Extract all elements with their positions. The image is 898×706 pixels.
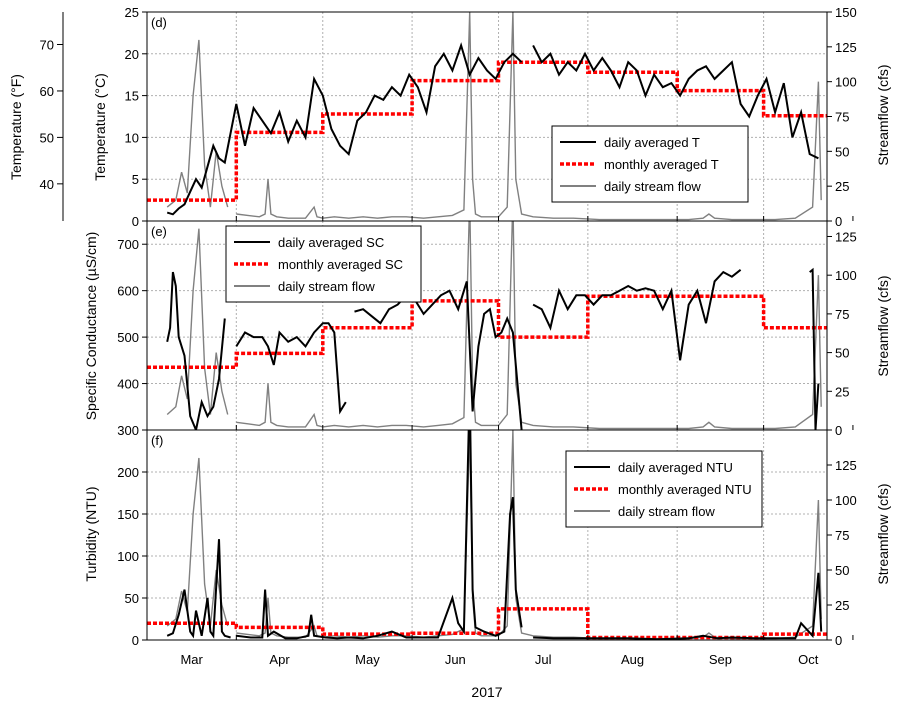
x-tick-label: Apr [269, 652, 290, 667]
series-streamflow-line [166, 221, 822, 430]
y-right-tick-label: 100 [835, 268, 857, 283]
y-tick-label: 600 [117, 284, 139, 299]
y-tick-label: 0 [132, 633, 139, 648]
y-right-tick-label: 25 [835, 598, 849, 613]
y-right-tick-label: 0 [835, 214, 842, 229]
fahrenheit-tick-label: 50 [40, 130, 54, 145]
series-streamflow-line [166, 12, 822, 221]
fahrenheit-tick-label: 40 [40, 177, 54, 192]
legend-label: daily averaged SC [278, 235, 384, 250]
y-tick-label: 400 [117, 377, 139, 392]
y-tick-label: 20 [125, 47, 139, 62]
y-tick-label: 500 [117, 330, 139, 345]
fahrenheit-tick-label: 70 [40, 38, 54, 53]
legend-label: daily stream flow [604, 179, 701, 194]
panel-label: (f) [151, 433, 163, 448]
x-tick-label: Jun [445, 652, 466, 667]
legend-label: monthly averaged SC [278, 257, 403, 272]
panel-label: (e) [151, 224, 167, 239]
y-right-tick-label: 75 [835, 528, 849, 543]
panel-d-ylabel-fahrenheit: Temperature (°F) [8, 74, 24, 180]
x-axis-labels: Mar Apr May Jun Jul Aug Sep Oct [180, 652, 818, 667]
series-daily-line [166, 42, 819, 216]
y-right-tick-label: 100 [835, 75, 857, 90]
y-tick-label: 10 [125, 130, 139, 145]
legend-label: daily averaged NTU [618, 460, 733, 475]
y-tick-label: 5 [132, 172, 139, 187]
panel-f-ylabel: Turbidity (NTU) [83, 486, 99, 581]
panel-f-ylabel-right: Streamflow (cfs) [875, 483, 891, 584]
y-right-tick-label: 75 [835, 110, 849, 125]
y-tick-label: 300 [117, 423, 139, 438]
panel-f: 0 50 100 150 200 0 25 50 75 100 125 (f) daily averag… [117, 429, 857, 648]
legend-label: daily stream flow [278, 279, 375, 294]
panel-d: 0 5 10 15 20 25 0 25 50 75 100 125 150 (d) daily avera… [40, 5, 857, 229]
y-right-tick-label: 0 [835, 633, 842, 648]
y-tick-label: 50 [125, 591, 139, 606]
x-tick-label: Jul [535, 652, 552, 667]
x-tick-label: Sep [709, 652, 732, 667]
y-tick-label: 15 [125, 89, 139, 104]
legend-label: monthly averaged NTU [618, 482, 752, 497]
panel-d-ylabel: Temperature (°C) [92, 73, 108, 181]
legend-label: daily averaged T [604, 135, 700, 150]
y-tick-label: 700 [117, 237, 139, 252]
y-tick-label: 0 [132, 214, 139, 229]
panel-e: 300 400 500 600 700 0 25 50 75 100 125 (e) daily ave… [117, 220, 857, 438]
y-axis-titles: Temperature (°C) Temperature (°F) Stream… [8, 64, 891, 700]
x-tick-label: Oct [798, 652, 819, 667]
legend-label: daily stream flow [618, 504, 715, 519]
y-tick-label: 25 [125, 5, 139, 20]
x-tick-label: Aug [621, 652, 644, 667]
panel-label: (d) [151, 15, 167, 30]
x-tick-label: Mar [180, 652, 203, 667]
y-tick-label: 150 [117, 507, 139, 522]
fahrenheit-tick-label: 60 [40, 84, 54, 99]
series-daily-line [166, 430, 823, 640]
x-axis-title: 2017 [471, 684, 502, 700]
y-right-tick-label: 25 [835, 179, 849, 194]
series-monthly-line [147, 294, 827, 370]
y-right-tick-label: 0 [835, 423, 842, 438]
legend-label: monthly averaged T [604, 157, 719, 172]
y-right-tick-label: 150 [835, 5, 857, 20]
series-daily-line [166, 267, 820, 430]
y-right-tick-label: 125 [835, 458, 857, 473]
y-right-tick-label: 50 [835, 144, 849, 159]
panel-d-ylabel-right: Streamflow (cfs) [875, 64, 891, 165]
y-tick-label: 200 [117, 465, 139, 480]
y-right-tick-label: 50 [835, 563, 849, 578]
panel-e-ylabel-right: Streamflow (cfs) [875, 275, 891, 376]
x-tick-label: May [355, 652, 380, 667]
y-right-tick-label: 125 [835, 40, 857, 55]
panel-e-ylabel: Specific Conductance (µS/cm) [83, 232, 99, 421]
y-right-tick-label: 25 [835, 384, 849, 399]
y-right-tick-label: 125 [835, 229, 857, 244]
y-tick-label: 100 [117, 549, 139, 564]
y-right-tick-label: 100 [835, 493, 857, 508]
y-right-tick-label: 50 [835, 346, 849, 361]
y-right-tick-label: 75 [835, 307, 849, 322]
